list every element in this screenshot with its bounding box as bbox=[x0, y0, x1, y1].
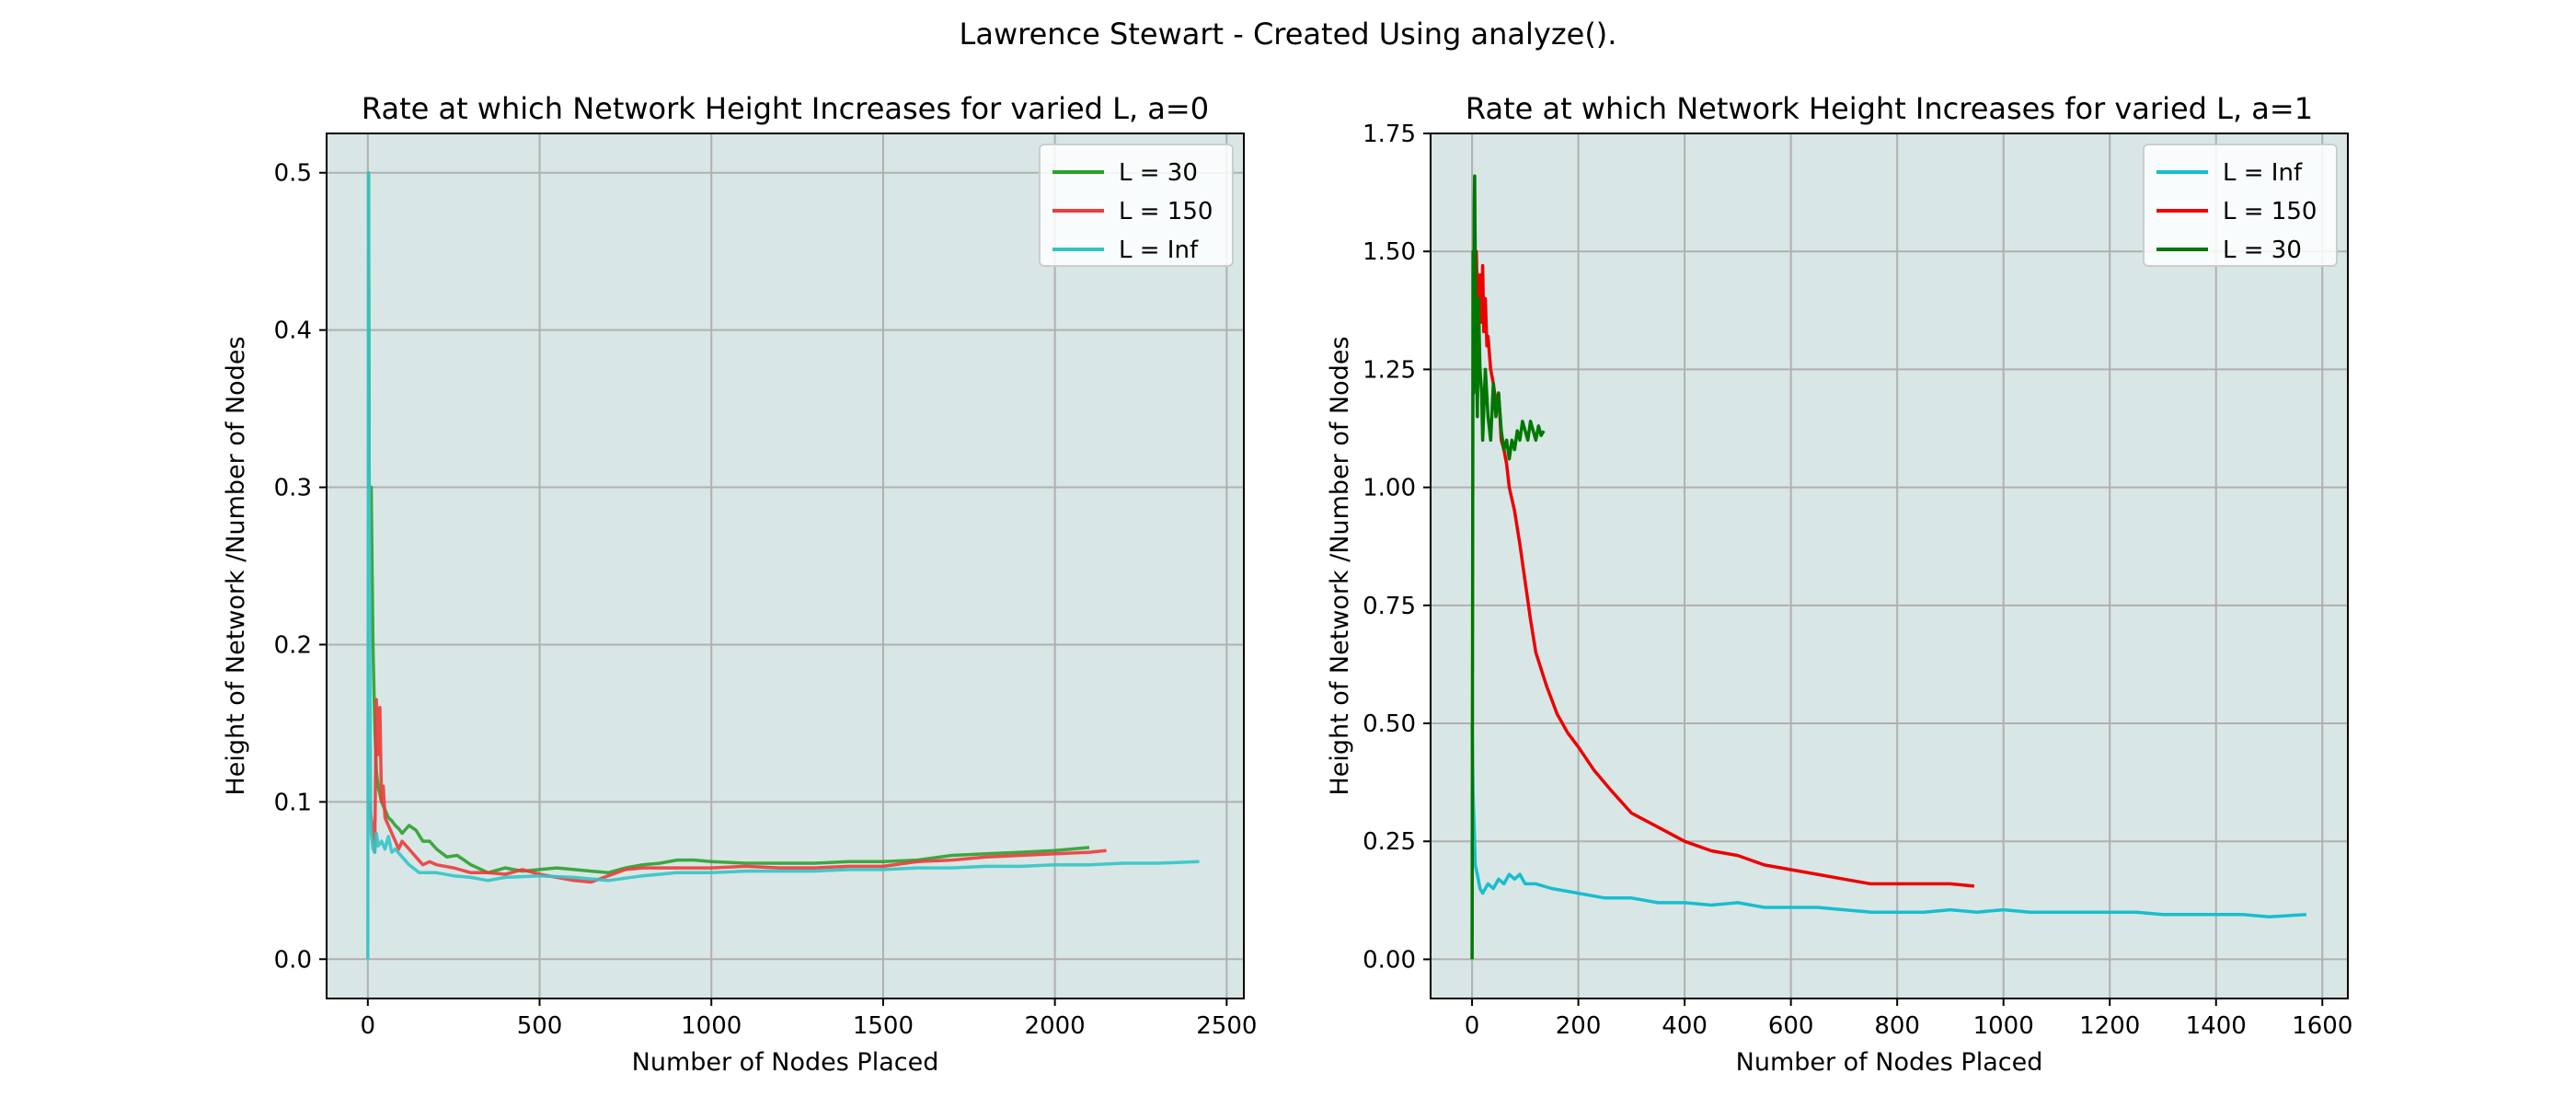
panel-1-legend-label-0: L = 30 bbox=[1119, 159, 1198, 187]
panel-2-y-tick-label-7: 1.75 bbox=[1363, 121, 1416, 148]
panel-2-x-tick-label-2: 400 bbox=[1662, 1012, 1708, 1040]
panel-1-x-tick-label-4: 2000 bbox=[1025, 1012, 1086, 1040]
panel-2-x-tick-label-4: 800 bbox=[1874, 1012, 1920, 1040]
panel-1-y-axis-label: Height of Network /Number of Nodes bbox=[222, 336, 250, 795]
panel-1-x-axis-label: Number of Nodes Placed bbox=[632, 1048, 939, 1077]
panel-1-y-tick-label-1: 0.1 bbox=[274, 789, 312, 816]
panel-2-x-tick-label-1: 200 bbox=[1556, 1012, 1602, 1040]
panel-1-title: Rate at which Network Height Increases f… bbox=[362, 91, 1209, 126]
panel-2-x-tick-label-5: 1000 bbox=[1973, 1012, 2034, 1040]
panel-2-title: Rate at which Network Height Increases f… bbox=[1466, 91, 2313, 126]
panel-2-y-axis-label: Height of Network /Number of Nodes bbox=[1326, 336, 1354, 795]
panel-2-axes-frame bbox=[1430, 133, 2349, 999]
panel-2-x-axis-label: Number of Nodes Placed bbox=[1736, 1048, 2043, 1077]
panel-2-x-tick-label-3: 600 bbox=[1768, 1012, 1814, 1040]
panel-1-x-tick-label-3: 1500 bbox=[853, 1012, 914, 1040]
panel-2-legend-label-1: L = 150 bbox=[2223, 198, 2317, 225]
panel-1-x-tick-label-2: 1000 bbox=[681, 1012, 742, 1040]
panel-1-y-tick-label-4: 0.4 bbox=[274, 317, 312, 345]
panel-1-y-tick-label-2: 0.2 bbox=[274, 631, 312, 659]
panel-1-axes-frame bbox=[326, 133, 1245, 999]
panel-2-legend-label-0: L = Inf bbox=[2223, 159, 2303, 187]
panel-2-series-line-l-inf bbox=[1470, 722, 2307, 919]
panel-1-y-tick-label-0: 0.0 bbox=[274, 946, 312, 974]
panel-2-y-tick-label-6: 1.50 bbox=[1363, 238, 1416, 266]
figure-suptitle: Lawrence Stewart - Created Using analyze… bbox=[959, 17, 1617, 52]
panel-1-legend-label-2: L = Inf bbox=[1119, 237, 1199, 264]
panel-2-legend-box bbox=[2143, 144, 2338, 267]
panel-2-x-tick-label-0: 0 bbox=[1465, 1012, 1480, 1040]
panel-1-x-tick-label-5: 2500 bbox=[1196, 1012, 1257, 1040]
panel-2-x-tick-label-7: 1400 bbox=[2186, 1012, 2247, 1040]
panel-2-plot-background bbox=[1431, 133, 2348, 998]
panel-1-y-tick-label-5: 0.5 bbox=[274, 160, 312, 188]
panel-2-x-tick-label-8: 1600 bbox=[2292, 1012, 2352, 1040]
panel-2-y-tick-label-1: 0.25 bbox=[1363, 828, 1416, 856]
panel-2-y-tick-label-5: 1.25 bbox=[1363, 356, 1416, 384]
panel-1-plot-background bbox=[327, 133, 1244, 998]
panel-2-y-tick-label-0: 0.00 bbox=[1363, 946, 1416, 974]
panel-2-series-line-l-30 bbox=[1470, 174, 1546, 960]
panel-1-x-tick-label-1: 500 bbox=[517, 1012, 563, 1040]
panel-1-y-tick-label-3: 0.3 bbox=[274, 475, 312, 502]
panel-1-legend-box bbox=[1039, 144, 1234, 267]
panel-2-y-tick-label-2: 0.50 bbox=[1363, 710, 1416, 738]
panel-1-legend-label-1: L = 150 bbox=[1119, 198, 1213, 225]
panel-2-legend-label-2: L = 30 bbox=[2223, 237, 2302, 264]
panel-1-x-tick-label-0: 0 bbox=[361, 1012, 376, 1040]
panel-1-series-line-l-inf bbox=[366, 170, 1200, 960]
panel-2-y-tick-label-4: 1.00 bbox=[1363, 475, 1416, 502]
panel-2-series-line-l-150 bbox=[1473, 249, 1975, 888]
panel-2-y-tick-label-3: 0.75 bbox=[1363, 593, 1416, 620]
panel-2-x-tick-label-6: 1200 bbox=[2079, 1012, 2140, 1040]
panel-1-series-line-l-150 bbox=[367, 698, 1107, 884]
